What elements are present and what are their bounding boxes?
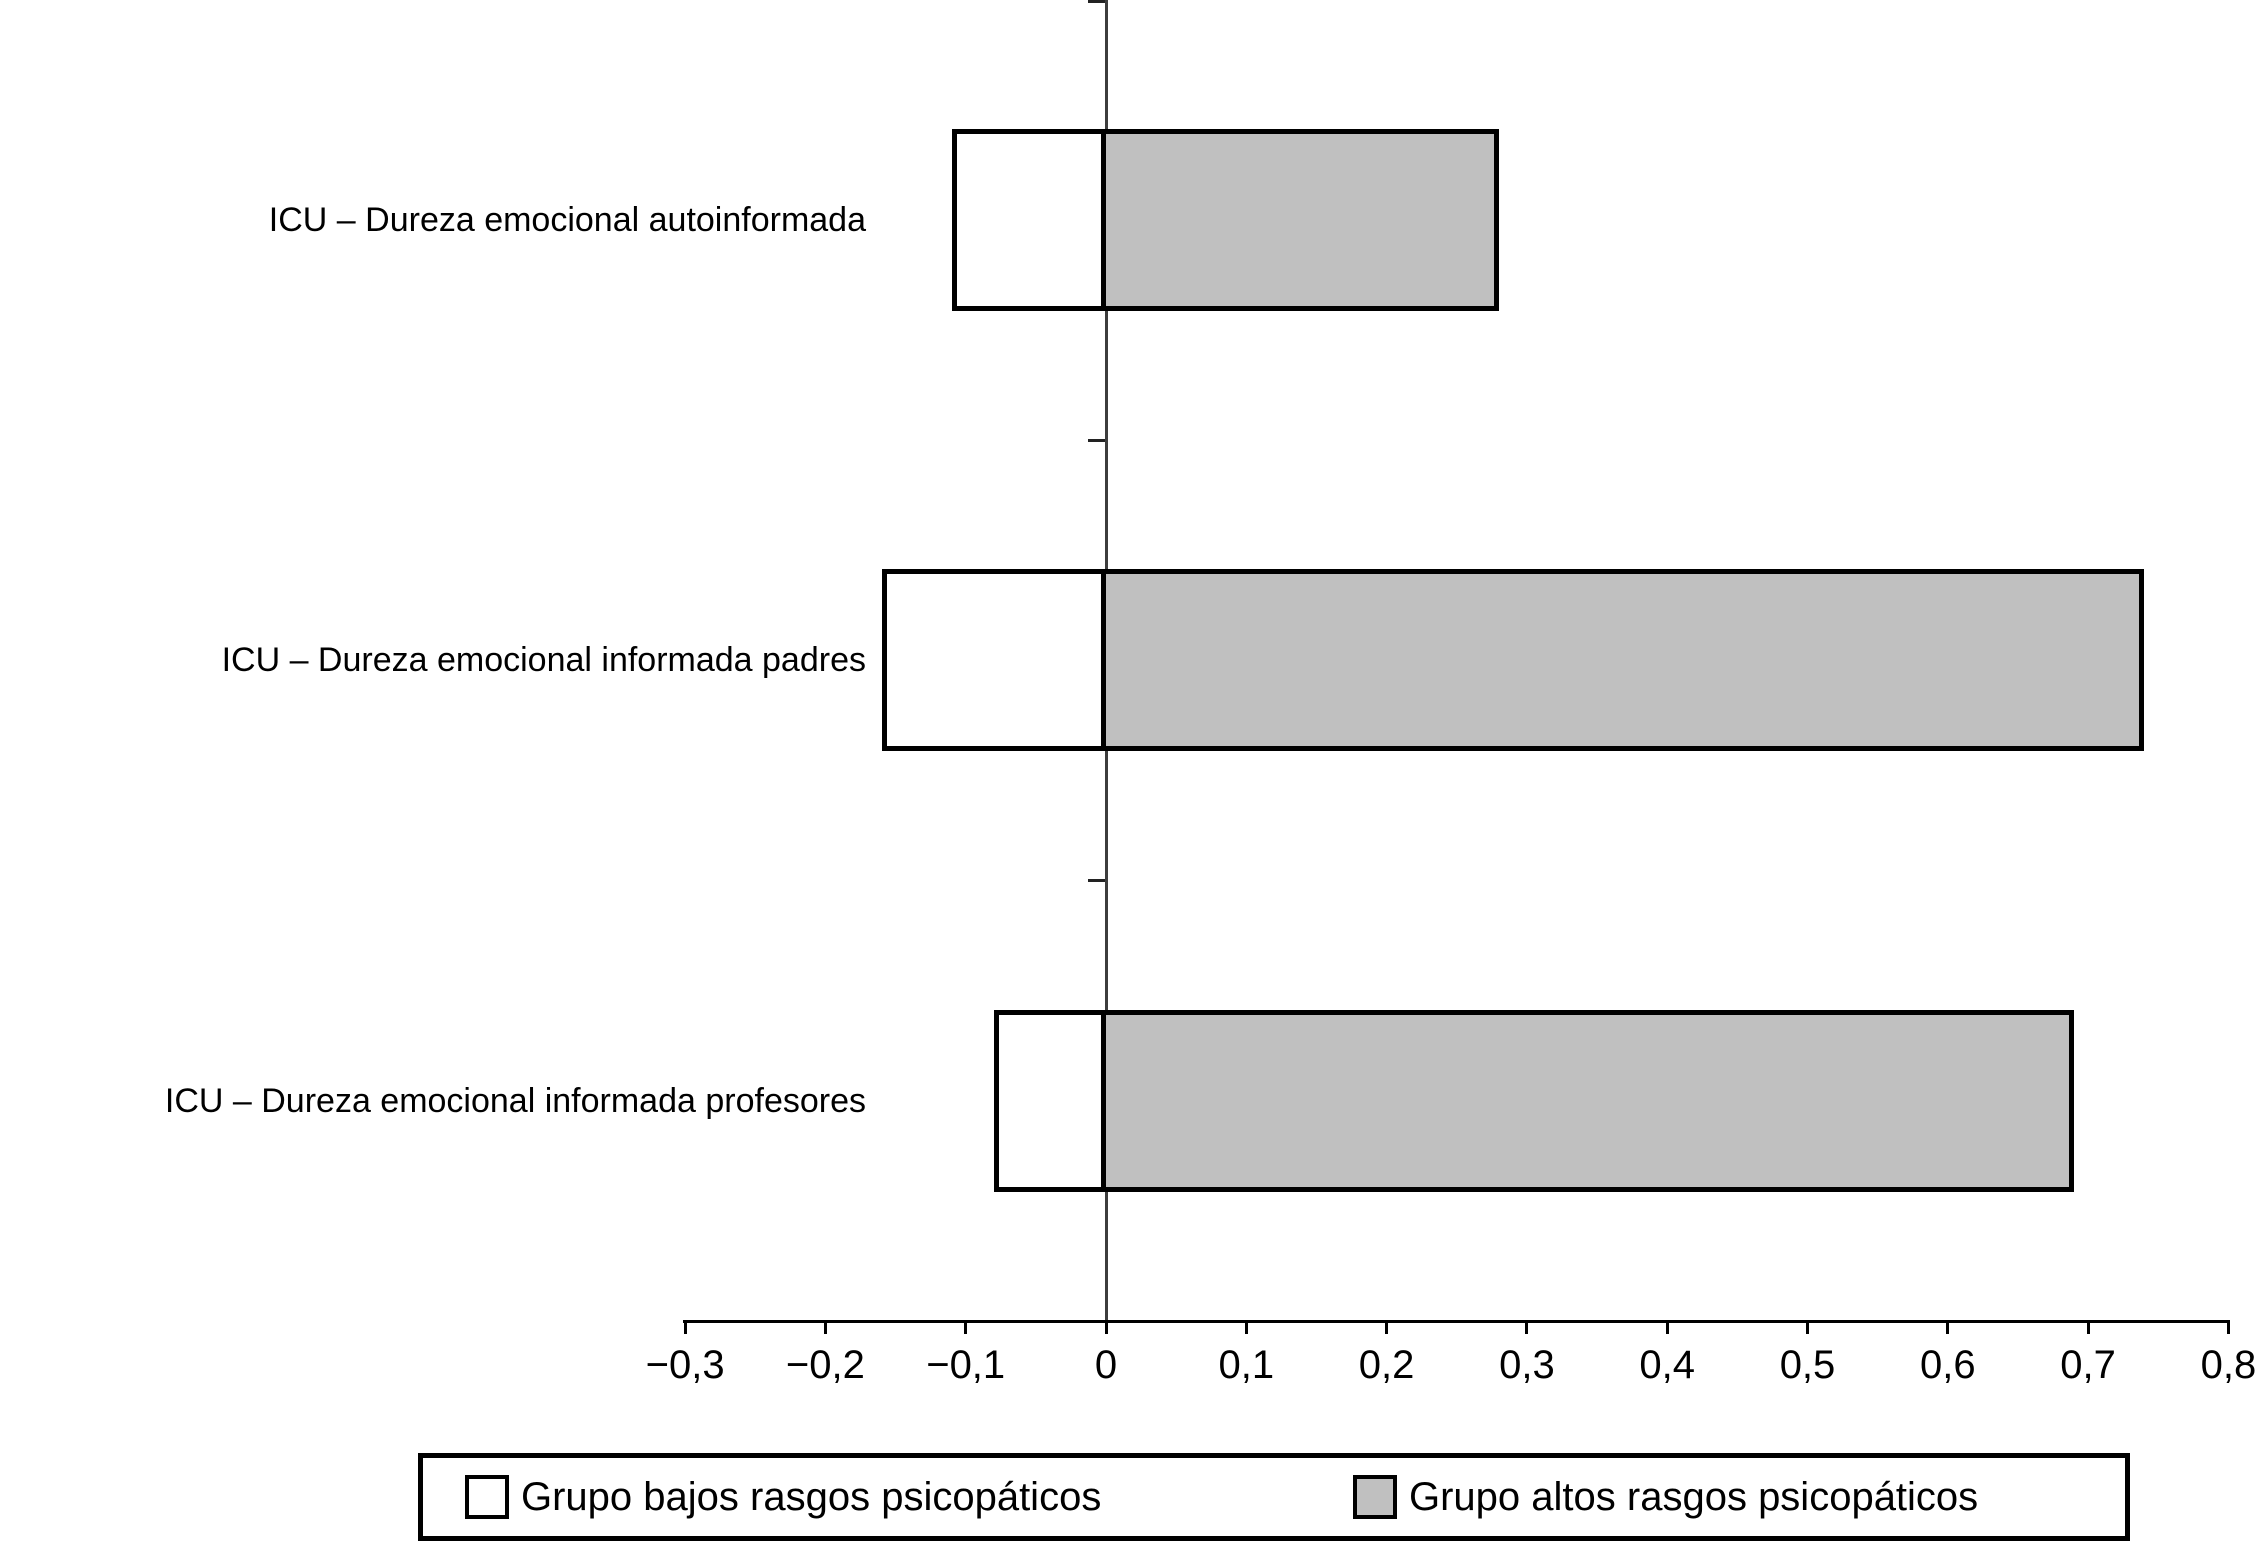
legend-item-altos: Grupo altos rasgos psicopáticos [1353,1458,1978,1536]
x-axis-tick [2086,1321,2090,1334]
category-label: ICU – Dureza emocional informada padres [221,641,866,680]
bar-altos [1101,569,2145,752]
x-axis-tick [1385,1321,1389,1334]
legend-label-altos: Grupo altos rasgos psicopáticos [1409,1474,1979,1519]
bar-altos [1101,1009,2075,1192]
x-tick-label: −0,3 [645,1343,725,1387]
x-tick-label: 0,4 [1639,1343,1695,1387]
x-tick-label: −0,1 [926,1343,1006,1387]
bar-bajos [993,1009,1106,1192]
x-axis-tick [683,1321,687,1334]
x-axis-tick [1946,1321,1950,1334]
x-axis-tick [1665,1321,1669,1334]
x-axis-tick [1525,1321,1529,1334]
category-tick [1088,0,1105,3]
legend: Grupo bajos rasgos psicopáticos Grupo al… [418,1453,2130,1541]
x-tick-label: 0,1 [1218,1343,1275,1387]
x-tick-label: 0,7 [2060,1343,2116,1387]
x-tick-label: 0,3 [1499,1343,1555,1387]
x-tick-label: 0,6 [1919,1343,1976,1387]
x-tick-label: −0,2 [785,1343,865,1387]
x-axis-tick [823,1321,827,1334]
bar-bajos [951,129,1106,312]
legend-item-bajos: Grupo bajos rasgos psicopáticos [465,1458,1101,1536]
bar-altos [1101,129,1499,312]
legend-swatch-gray [1353,1475,1397,1519]
x-tick-label: 0,8 [2200,1343,2257,1387]
category-tick [1088,879,1105,883]
x-tick-label: 0,5 [1779,1343,1836,1387]
x-axis [683,1319,2231,1323]
category-tick [1088,438,1105,442]
bar-bajos [881,569,1106,752]
x-axis-tick [2226,1321,2230,1334]
legend-label-bajos: Grupo bajos rasgos psicopáticos [521,1474,1102,1519]
x-tick-label: 0 [1094,1343,1118,1387]
category-label: ICU – Dureza emocional informada profeso… [164,1081,866,1120]
x-axis-tick [1244,1321,1248,1334]
x-axis-tick [1104,1321,1108,1334]
x-axis-tick [1806,1321,1809,1334]
x-tick-label: 0,2 [1358,1343,1415,1387]
category-label: ICU – Dureza emocional autoinformada [268,201,866,240]
legend-swatch-white [465,1475,509,1519]
x-axis-tick [964,1321,968,1334]
